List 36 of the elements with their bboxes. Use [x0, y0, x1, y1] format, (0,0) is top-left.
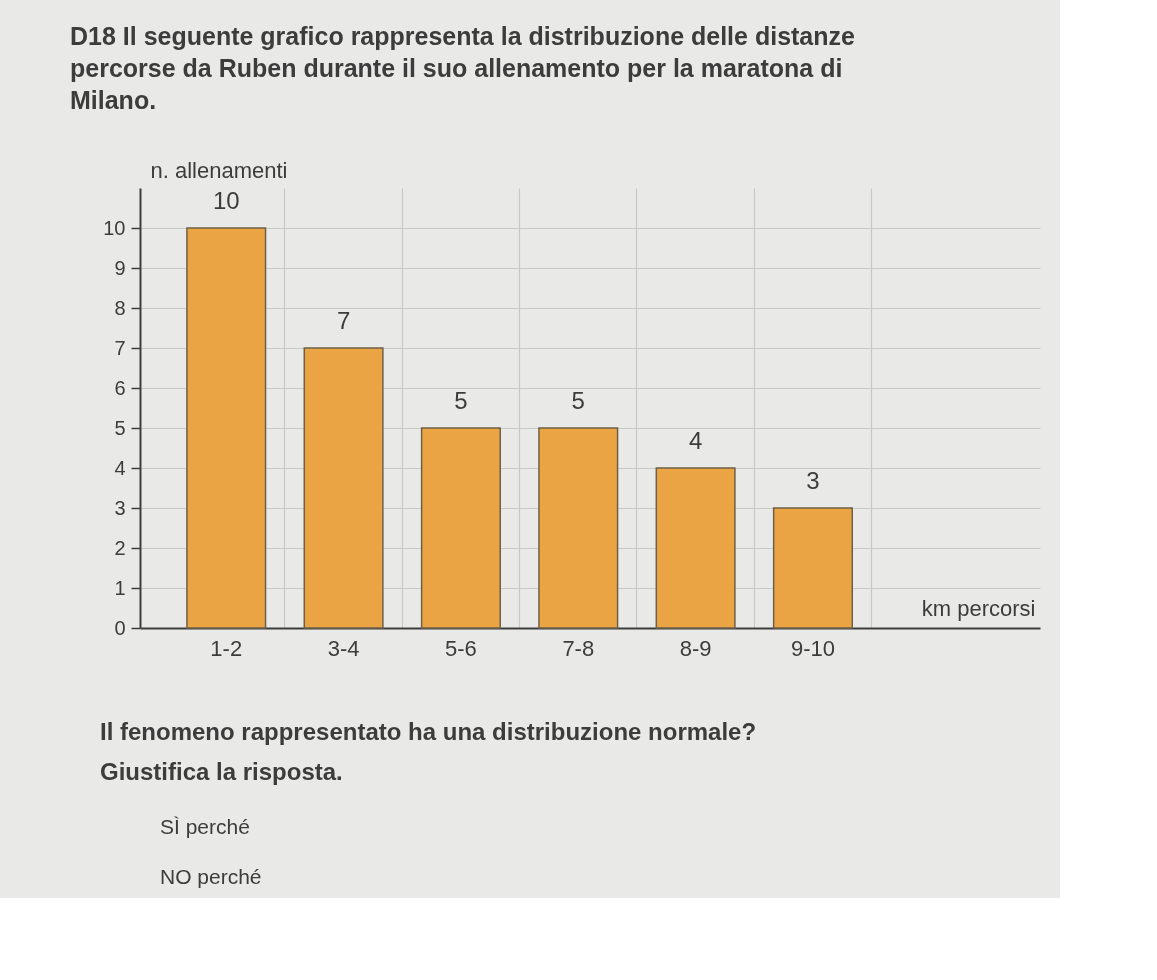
data-label: 3	[806, 467, 820, 494]
data-label: 5	[571, 387, 585, 414]
chart-title: D18 Il seguente grafico rappresenta la distribuzione delle distanze percorse da Ruben durante il suo allenamento per la maratona di Milano.	[70, 22, 856, 114]
text: Il fenomeno rappresentato ha una distribuzione normale?	[100, 718, 757, 745]
bar	[186, 227, 267, 629]
data-label: 4	[688, 427, 703, 454]
x-tick-label: 5-6	[445, 635, 477, 661]
y-tick-label: 9	[114, 256, 126, 279]
y-tick-label: 1	[114, 576, 126, 599]
y-tick-label: 5	[114, 416, 126, 439]
data-label: 10	[212, 187, 240, 214]
y-tick-label: 0	[114, 616, 126, 639]
text: NO perché	[160, 865, 262, 888]
y-axis-title: n. allenamenti	[150, 157, 288, 183]
x-axis-title: km percorsi	[921, 595, 1036, 621]
bar	[538, 427, 619, 629]
data-label: 5	[454, 387, 468, 414]
x-tick-label: 7-8	[562, 635, 595, 661]
data-label: 7	[336, 307, 351, 334]
text: SÌ perché	[160, 815, 250, 838]
bar	[303, 347, 384, 629]
y-tick-label: 2	[114, 536, 126, 559]
x-tick-label: 1-2	[210, 635, 243, 661]
bar	[420, 427, 501, 629]
y-tick-label: 3	[114, 496, 126, 519]
x-tick-label: 9-10	[790, 635, 835, 661]
text: Giustifica la risposta.	[100, 758, 343, 785]
y-tick-label: 6	[114, 376, 126, 399]
x-tick-label: 3-4	[327, 635, 360, 661]
y-tick-label: 7	[114, 336, 126, 359]
y-tick-label: 4	[114, 456, 126, 479]
x-tick-label: 8-9	[679, 635, 712, 661]
y-tick-label: 10	[103, 216, 126, 239]
y-tick-label: 8	[114, 296, 126, 319]
bar	[772, 507, 854, 629]
bar	[655, 467, 736, 629]
